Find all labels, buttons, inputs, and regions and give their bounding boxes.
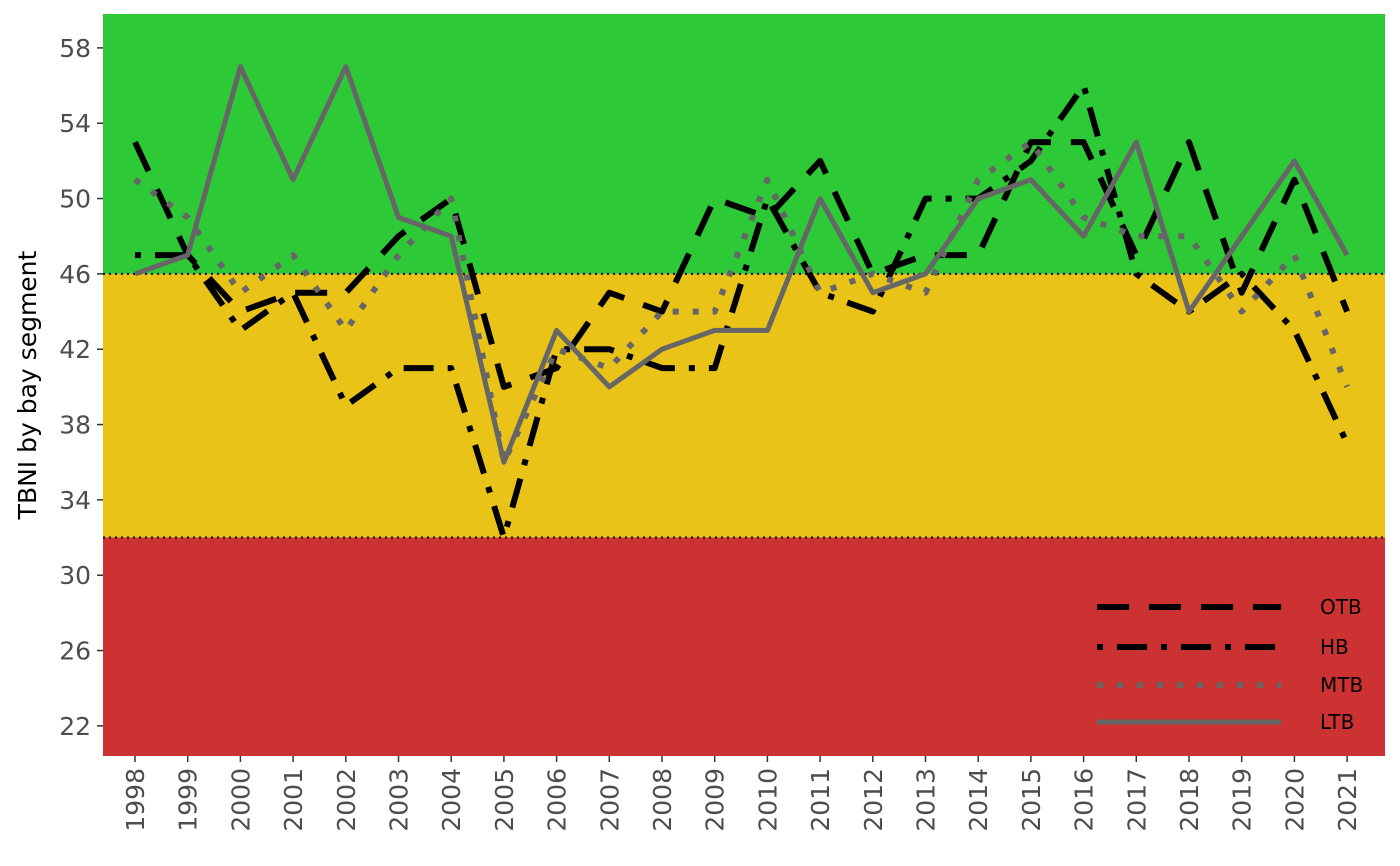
band-1 [103,273,1385,538]
x-tick-label: 2015 [1017,768,1046,832]
series-line-otb [132,139,1350,390]
series-lines [132,64,1350,541]
status-bands [103,14,1385,756]
x-tick-label: 2021 [1333,768,1362,832]
threshold-lines [103,272,1385,539]
y-tick-label: 42 [59,335,91,364]
x-tick-label: 2006 [543,768,572,832]
x-tick-label: 2008 [648,768,677,832]
x-tick-label: 2016 [1070,768,1099,832]
x-tick-label: 2003 [385,768,414,832]
y-tick-label: 46 [59,260,91,289]
y-tick-label: 38 [59,411,91,440]
y-tick-label: 34 [59,486,91,515]
x-tick-label: 2020 [1280,768,1309,832]
x-tick-label: 1999 [174,768,203,832]
legend: OTB HB MTB LTB [1097,595,1363,734]
x-tick-label: 2019 [1228,768,1257,832]
legend-label-mtb: MTB [1320,673,1363,697]
y-axis-title: TBNI by bay segment [13,250,42,520]
x-tick-label: 2002 [332,768,361,832]
legend-label-otb: OTB [1320,595,1362,619]
x-tick-label: 2009 [701,768,730,832]
y-tick-label: 26 [59,637,91,666]
x-axis: 1998 1999 2000 2001 2002 2003 2004 2005 2006 2007… [121,756,1362,832]
x-tick-label: 2014 [964,768,993,832]
x-tick-label: 2011 [806,768,835,832]
y-axis: 22 26 30 34 38 42 46 50 54 58 [59,34,103,741]
x-tick-label: 2010 [753,768,782,832]
band-2 [103,14,1385,274]
x-tick-label: 2000 [226,768,255,832]
x-tick-label: 2005 [490,768,519,832]
y-tick-label: 54 [59,109,91,138]
y-tick-label: 22 [59,712,91,741]
x-tick-label: 2013 [912,768,941,832]
x-tick-label: 1998 [121,768,150,832]
x-tick-label: 2012 [859,768,888,832]
x-tick-label: 2007 [595,768,624,832]
y-tick-label: 58 [59,34,91,63]
series-line-ltb [134,64,1350,465]
x-tick-label: 2018 [1175,768,1204,832]
legend-label-ltb: LTB [1320,710,1354,734]
x-tick-label: 2017 [1122,768,1151,832]
x-tick-label: 2001 [279,768,308,832]
y-tick-label: 30 [59,561,91,590]
x-tick-label: 2004 [437,768,466,832]
y-tick-label: 50 [59,185,91,214]
legend-label-hb: HB [1320,635,1349,659]
